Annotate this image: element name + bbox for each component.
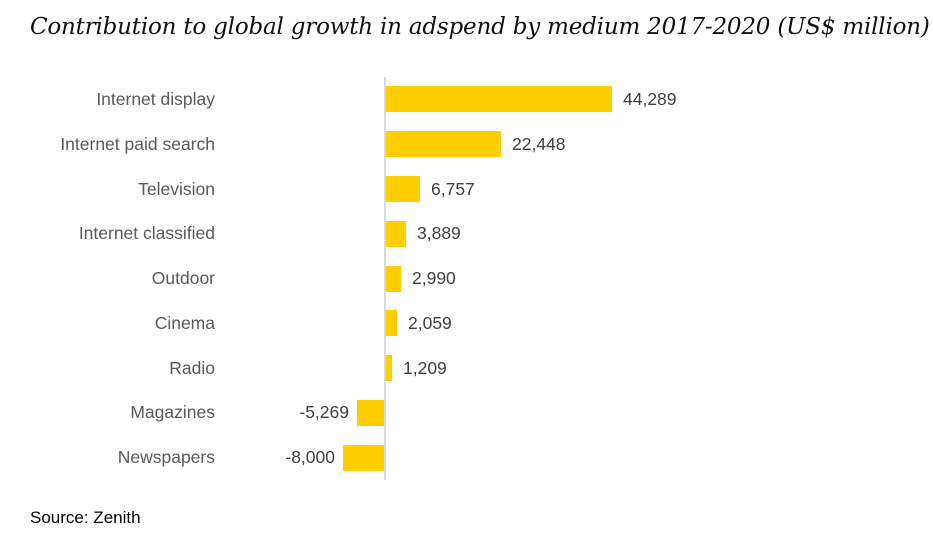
category-label-magazines: Magazines (130, 402, 215, 423)
source-note: Source: Zenith (30, 508, 141, 527)
value-label-internet-classified: 3,889 (417, 223, 461, 244)
value-label-internet-display: 44,289 (623, 89, 677, 109)
value-label-television: 6,757 (431, 178, 475, 199)
category-label-television: Television (138, 178, 215, 199)
y-axis-line (384, 77, 386, 480)
value-label-internet-paid-search: 22,448 (512, 133, 566, 154)
bar-internet-paid-search (386, 131, 501, 158)
value-label-magazines: -5,269 (299, 402, 349, 423)
plot-area: Internet display 44,289 Internet paid sear… (0, 77, 933, 480)
category-label-internet-paid-search: Internet paid search (60, 133, 215, 154)
category-label-internet-display: Internet display (96, 89, 215, 109)
bar-internet-classified (386, 220, 406, 247)
bar-internet-display (386, 86, 612, 113)
bar-newspapers (343, 444, 384, 471)
category-label-internet-classified: Internet classified (78, 223, 215, 244)
category-label-outdoor: Outdoor (151, 268, 215, 289)
category-label-cinema: Cinema (154, 312, 215, 333)
bar-cinema (386, 310, 397, 337)
value-label-newspapers: -8,000 (285, 447, 335, 468)
value-label-radio: 1,209 (403, 357, 447, 378)
bar-radio (386, 355, 392, 382)
chart-title: Contribution to global growth in adspend… (30, 14, 930, 40)
value-label-outdoor: 2,990 (412, 268, 456, 289)
category-label-radio: Radio (169, 357, 215, 378)
category-label-newspapers: Newspapers (117, 447, 215, 468)
bar-magazines (357, 399, 384, 426)
value-label-cinema: 2,059 (408, 312, 452, 333)
bar-outdoor (386, 265, 401, 292)
bar-television (386, 175, 420, 202)
